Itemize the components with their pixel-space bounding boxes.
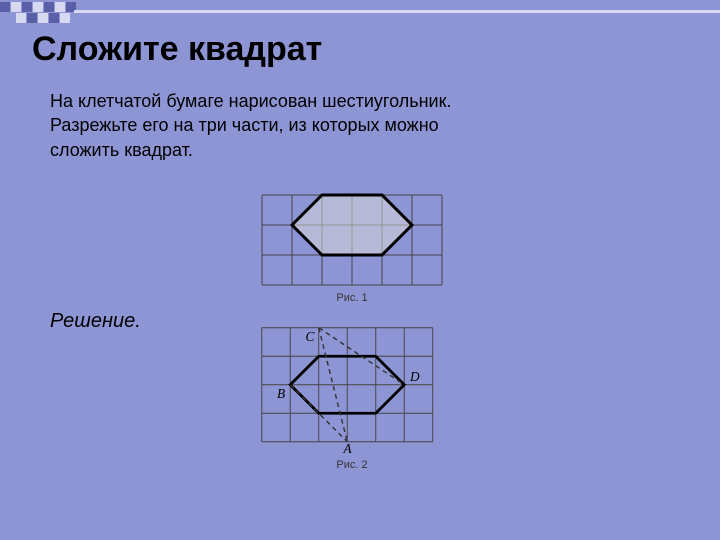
decor-squares (0, 2, 76, 12)
svg-text:D: D (409, 369, 420, 384)
svg-text:C: C (305, 329, 314, 344)
problem-text: На клетчатой бумаге нарисован шестиуголь… (50, 89, 688, 162)
figure-1: Рис. 1 (257, 190, 447, 304)
figure-2: C D B A Рис. 2 (257, 322, 447, 471)
figure-1-caption: Рис. 1 (336, 292, 367, 304)
slide-title: Сложите квадрат (32, 30, 688, 69)
svg-text:B: B (277, 386, 285, 401)
decor-squares-row2 (16, 13, 70, 23)
body-line: сложить квадрат. (50, 140, 193, 160)
solution-label: Решение. (50, 310, 141, 333)
figure-1-svg (257, 190, 447, 290)
decor-line (74, 10, 720, 13)
figure-2-caption: Рис. 2 (336, 459, 367, 471)
figure-2-svg: C D B A (257, 322, 447, 457)
svg-text:A: A (342, 441, 352, 456)
body-line: На клетчатой бумаге нарисован шестиуголь… (50, 91, 451, 111)
body-line: Разрежьте его на три части, из которых м… (50, 115, 439, 135)
figures-container: Рис. 1 C D B A Рис. 2 (257, 190, 447, 489)
